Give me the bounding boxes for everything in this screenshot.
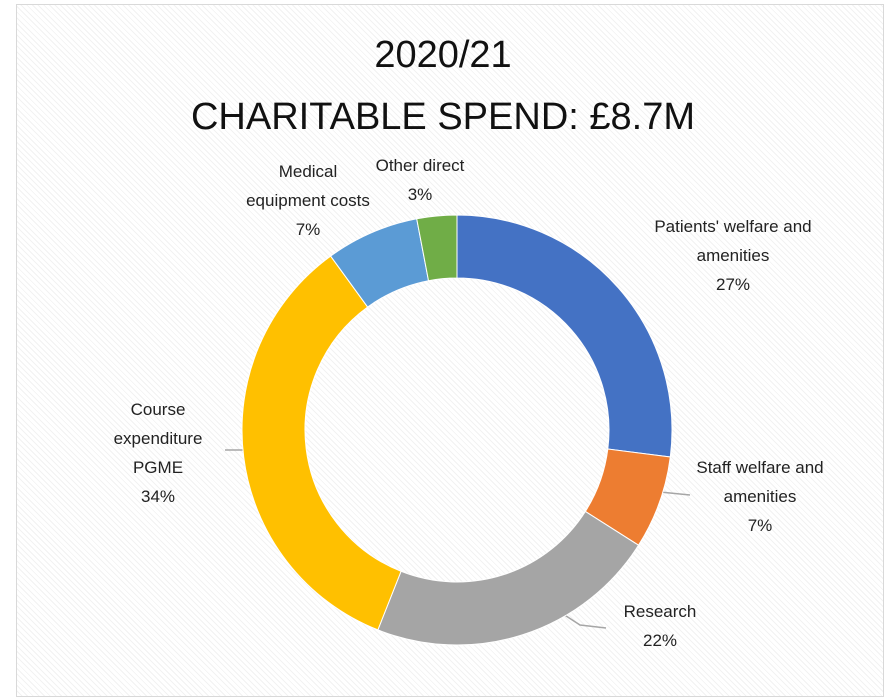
category-label: Research xyxy=(623,602,697,621)
category-label: Other direct xyxy=(375,156,465,175)
data-label: Medical equipment costs 7% xyxy=(238,157,378,244)
chart-subtitle: CHARITABLE SPEND: £8.7M xyxy=(190,96,695,138)
category-label: Medical equipment costs xyxy=(246,162,370,210)
value-label: 7% xyxy=(295,220,321,239)
donut-segment xyxy=(241,255,402,631)
value-label: 3% xyxy=(407,185,433,204)
data-label: Course expenditure PGME 34% xyxy=(103,395,213,511)
category-label: Patients' welfare and amenities xyxy=(654,217,812,265)
value-label: 7% xyxy=(747,516,773,535)
value-label: 22% xyxy=(642,631,678,650)
leader-line xyxy=(559,611,607,629)
donut-segment xyxy=(416,214,458,282)
value-label: 34% xyxy=(140,487,176,506)
data-label: Staff welfare and amenities 7% xyxy=(685,453,835,540)
value-label: 27% xyxy=(715,275,751,294)
chart-title: 2020/21 xyxy=(374,34,512,76)
data-label: Research 22% xyxy=(600,597,720,655)
data-label: Other direct 3% xyxy=(355,151,485,209)
category-label: Course expenditure PGME xyxy=(113,400,203,477)
category-label: Staff welfare and amenities xyxy=(696,458,824,506)
data-label: Patients' welfare and amenities 27% xyxy=(646,212,821,299)
donut-segment xyxy=(456,214,673,458)
